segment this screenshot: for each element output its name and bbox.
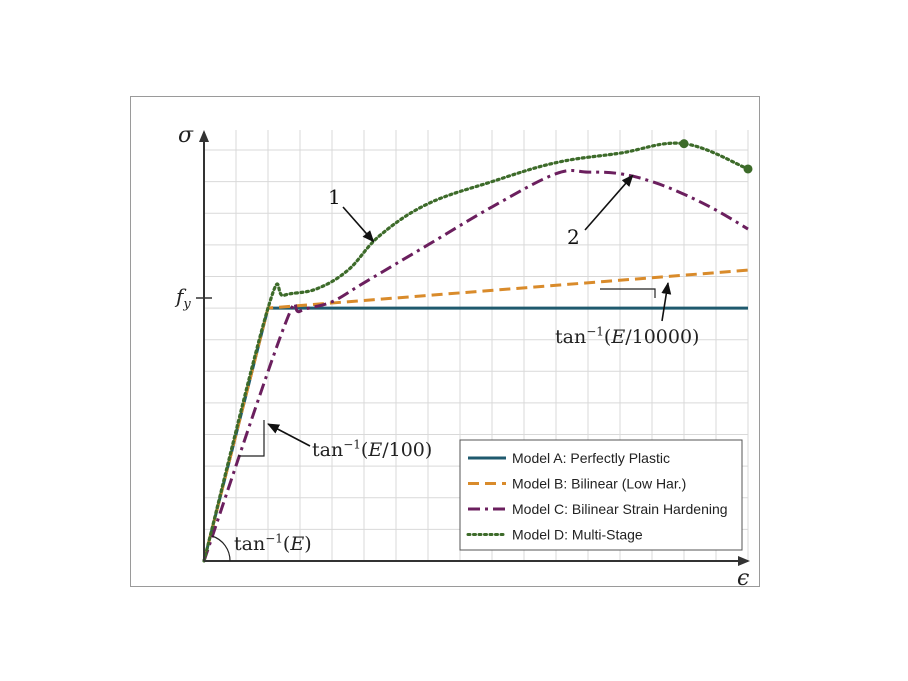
annotation-tan10000-label: tan−1(E/10000): [555, 324, 699, 348]
fy-sub: y: [182, 297, 191, 312]
annotation-tan10000-arrow: [661, 282, 672, 322]
legend-label-3: Model D: Multi-Stage: [512, 527, 643, 543]
legend-label-2: Model C: Bilinear Strain Hardening: [512, 501, 728, 517]
legend: Model A: Perfectly Plastic Model B: Bilin…: [459, 439, 743, 551]
series-line-3: [202, 141, 750, 563]
annotation-1-arrow: [342, 206, 375, 243]
annotation-tanE-label: tan−1(E): [234, 531, 312, 555]
slope-arc: [211, 535, 231, 562]
annotations: 1 2 tan−1(E/10000) tan−1(E/100) tan−1(E): [234, 174, 699, 555]
y-axis-label: σ: [178, 123, 194, 148]
annotation-tan100-label: tan−1(E/100): [312, 437, 432, 461]
legend-label-0: Model A: Perfectly Plastic: [512, 450, 670, 466]
fy-tick-label: fy: [174, 284, 191, 312]
series-layer: [202, 139, 753, 563]
legend-box: [459, 439, 743, 551]
series-line-2: [202, 168, 749, 562]
slope-triangle-elastic: [238, 420, 265, 457]
annotation-2-label: 2: [567, 225, 580, 249]
slope-triangle-yield: [600, 288, 656, 298]
annotation-2-arrow: [584, 174, 634, 231]
series-3-marker-1: [743, 164, 753, 174]
legend-label-1: Model B: Bilinear (Low Har.): [512, 476, 686, 492]
series-3-marker-0: [679, 139, 689, 149]
annotation-1-label: 1: [328, 185, 341, 209]
x-axis-label: ϵ: [737, 566, 749, 591]
annotation-tan100-arrow: [267, 423, 311, 447]
